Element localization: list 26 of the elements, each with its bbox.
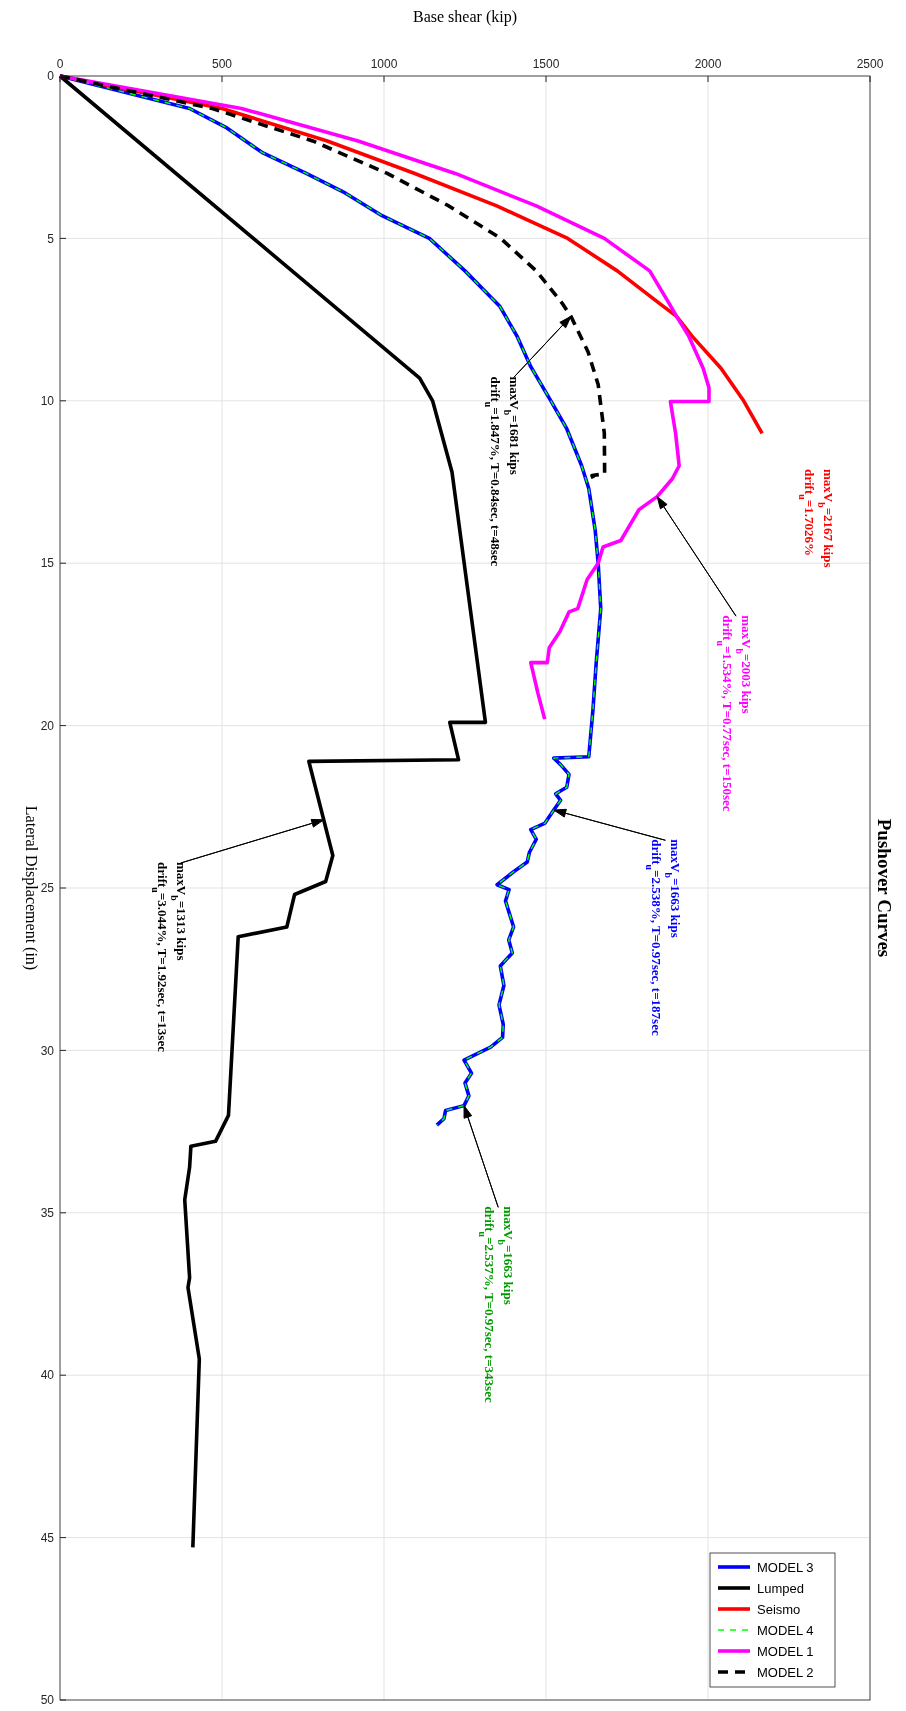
legend-label: Seismo xyxy=(757,1601,801,1617)
legend-label: MODEL 4 xyxy=(757,1622,814,1638)
y-tick-label: 15 xyxy=(40,556,55,571)
legend-label: MODEL 3 xyxy=(757,1559,814,1575)
y-tick-label: 20 xyxy=(40,718,55,733)
legend-label: MODEL 2 xyxy=(757,1664,814,1680)
y-tick-label: 30 xyxy=(40,1043,55,1058)
y-tick-label: 10 xyxy=(40,394,55,408)
legend-label: Lumped xyxy=(757,1580,804,1596)
x-tick-label: 1500 xyxy=(532,57,560,71)
y-tick-label: 0 xyxy=(47,69,55,84)
y-tick-label: 40 xyxy=(40,1368,55,1383)
y-tick-label: 5 xyxy=(47,231,55,246)
y-tick-label: 25 xyxy=(40,881,55,896)
x-tick-label: 2000 xyxy=(694,57,722,71)
text: Pushover Curves xyxy=(874,818,895,958)
x-tick-label: 0 xyxy=(56,57,64,71)
x-tick-label: 500 xyxy=(211,57,233,71)
legend-label: MODEL 1 xyxy=(757,1643,814,1659)
x-tick-label: 2500 xyxy=(856,57,884,71)
x-axis-title: Base shear (kip) xyxy=(413,8,517,26)
y-tick-label: 35 xyxy=(40,1206,55,1220)
y-tick-label: 50 xyxy=(40,1693,55,1708)
x-tick-label: 1000 xyxy=(370,57,398,71)
y-axis-title: Lateral Displacement (in) xyxy=(22,805,40,971)
y-tick-label: 45 xyxy=(40,1530,55,1545)
